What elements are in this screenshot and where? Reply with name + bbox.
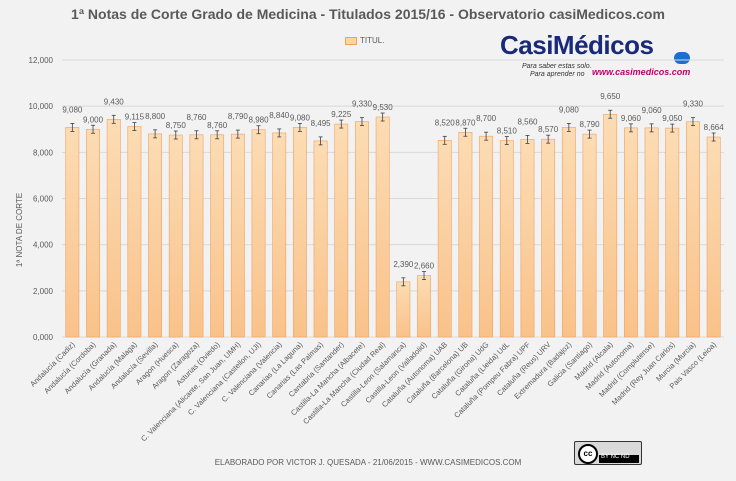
bar (355, 121, 369, 338)
license-terms-bar: BY NC ND (599, 454, 639, 463)
footer-credit: ELABORADO POR VICTOR J. QUESADA - 21/06/… (214, 458, 522, 467)
data-label: 9,225 (331, 110, 352, 119)
bar (334, 123, 349, 338)
chart-title: 1ª Notas de Corte Grado de Medicina - Ti… (71, 6, 665, 22)
data-label: 8,700 (476, 114, 497, 123)
legend-label: TITUL. (360, 36, 385, 45)
y-tick-label: 8,000 (33, 148, 54, 157)
data-label: 9,430 (104, 97, 125, 106)
data-label: 2,660 (414, 262, 435, 271)
bar (479, 135, 494, 338)
data-label: 8,510 (497, 127, 518, 136)
bar (458, 131, 473, 338)
y-tick-label: 2,000 (33, 287, 54, 296)
bar (665, 127, 680, 338)
data-label: 8,790 (580, 120, 601, 129)
bar (706, 136, 721, 338)
data-label: 9,060 (621, 114, 642, 123)
data-label: 9,000 (83, 115, 104, 124)
bar (623, 127, 638, 338)
logo-dot (674, 52, 690, 64)
bar (561, 127, 576, 338)
license-terms: BY NC ND (601, 454, 630, 460)
bar (437, 140, 452, 338)
bar (148, 133, 163, 338)
data-label: 9,060 (642, 106, 663, 115)
bar (230, 133, 245, 338)
data-label: 9,650 (600, 92, 621, 101)
data-label: 8,790 (228, 112, 249, 121)
y-tick-label: 0,000 (33, 333, 54, 342)
bar (644, 127, 659, 338)
data-label: 8,750 (166, 121, 187, 130)
bar (106, 119, 121, 338)
data-label: 9,050 (662, 114, 683, 123)
bar (168, 134, 183, 338)
data-label: 8,560 (517, 117, 538, 126)
data-label: 8,760 (186, 113, 207, 122)
bar (417, 275, 431, 338)
bar (396, 281, 411, 338)
legend: TITUL. (345, 36, 384, 45)
bar (686, 121, 700, 338)
bar (272, 132, 287, 338)
data-label: 8,495 (311, 119, 332, 128)
bar (127, 126, 142, 338)
logo-brand: CasiMédicos (500, 30, 654, 60)
data-label: 9,530 (373, 103, 394, 112)
bar (582, 133, 597, 338)
data-label: 8,570 (538, 125, 559, 134)
y-axis-label: 1ª NOTA DE CORTE (15, 193, 24, 267)
bar (210, 134, 225, 338)
bar (189, 134, 204, 338)
data-label: 9,080 (559, 105, 580, 114)
data-label: 9,080 (62, 105, 83, 114)
data-label: 9,080 (290, 113, 311, 122)
logo-tagline-1: Para saber estas solo. (522, 63, 592, 70)
bar (375, 116, 390, 338)
data-label: 8,760 (207, 121, 228, 130)
data-label: 2,390 (393, 260, 414, 269)
data-label: 8,980 (249, 116, 270, 125)
y-tick-label: 6,000 (33, 195, 54, 204)
legend-swatch (345, 36, 357, 45)
bar (86, 128, 100, 338)
cc-license-badge: cc BY NC ND (574, 441, 642, 465)
data-label: 8,870 (455, 118, 476, 127)
data-label: 9,330 (352, 100, 373, 109)
bar (603, 113, 618, 338)
data-label: 9,115 (125, 113, 145, 122)
data-label: 8,800 (145, 112, 166, 121)
data-label: 9,330 (683, 100, 704, 109)
bar (520, 139, 535, 338)
y-tick-label: 10,000 (29, 102, 54, 111)
data-label: 8,664 (704, 123, 725, 132)
logo-url: www.casimedicos.com (592, 67, 691, 77)
logo-tagline-2: Para aprender no (530, 71, 585, 78)
bar (292, 127, 307, 338)
data-label: 8,840 (269, 111, 290, 120)
bar (65, 127, 80, 338)
y-tick-label: 12,000 (29, 56, 54, 65)
y-tick-label: 4,000 (33, 241, 54, 250)
cc-icon: cc (578, 444, 598, 464)
data-label: 8,520 (435, 118, 456, 127)
casimedicos-logo: CasiMédicos Para saber estas solo. Para … (500, 30, 696, 82)
bar (251, 129, 266, 338)
bar (499, 140, 514, 338)
bar (313, 140, 328, 338)
bar (541, 138, 556, 338)
